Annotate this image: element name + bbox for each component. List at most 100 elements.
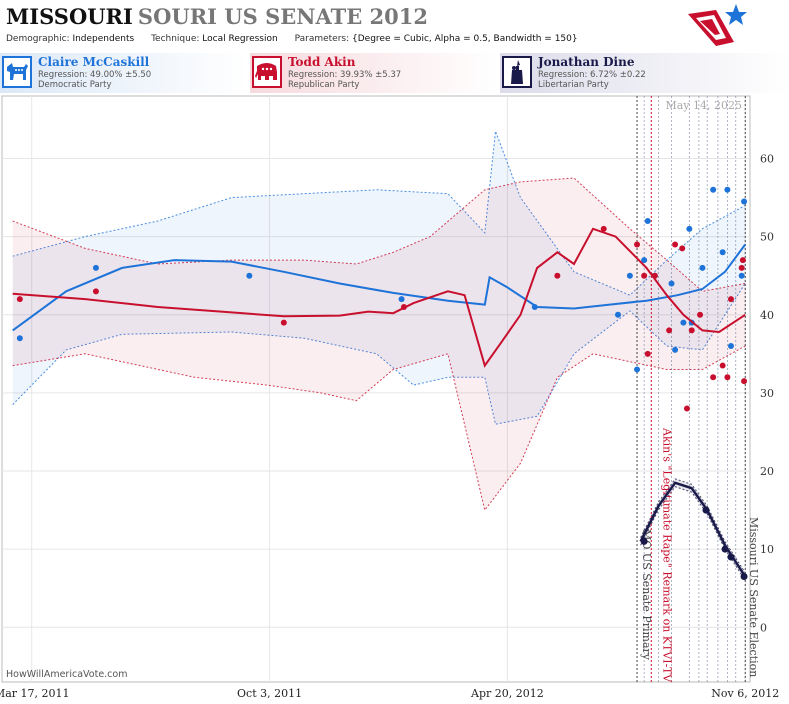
poll-point	[672, 346, 679, 353]
liberty-torch-icon	[502, 56, 532, 88]
plot-area	[1, 95, 751, 683]
date-stamp: May 14, 2025	[665, 99, 742, 112]
poll-point	[651, 272, 658, 279]
technique-label: Technique:	[151, 34, 200, 44]
legend-background	[0, 53, 789, 93]
candidate-regression: Regression: 39.93% ±5.37	[288, 70, 402, 80]
poll-point	[702, 506, 710, 514]
poll-point	[672, 241, 679, 248]
poll-point	[16, 296, 23, 303]
poll-point	[626, 272, 633, 279]
trend-line	[639, 481, 747, 578]
poll-point	[686, 225, 693, 232]
poll-point	[644, 218, 651, 225]
y-tick-label: 10	[760, 543, 774, 556]
event-label: Akin's "Legitimate Rape" Remark on KTVI-…	[660, 427, 673, 683]
poll-point	[697, 311, 704, 318]
candidate-name: Todd Akin	[288, 55, 356, 69]
poll-point	[640, 537, 648, 545]
poll-point	[740, 573, 748, 581]
poll-point	[724, 374, 731, 381]
confidence-upper-line	[12, 131, 746, 296]
confidence-lower-line	[640, 486, 746, 581]
site-logo-icon	[688, 4, 747, 46]
candidate-party: Libertarian Party	[538, 80, 609, 90]
candidate-regression: Regression: 6.72% ±0.22	[538, 70, 646, 80]
trend-line	[12, 227, 746, 368]
poll-point	[710, 186, 717, 193]
poll-point	[727, 296, 734, 303]
poll-point	[741, 198, 748, 205]
chart-title: MISSOURI SOURI US SENATE 2012	[6, 4, 428, 32]
confidence-upper-line	[640, 478, 746, 573]
poll-point	[666, 327, 673, 334]
demographic-label: Demographic:	[6, 34, 70, 44]
poll-point	[741, 378, 748, 385]
poll-point	[554, 272, 561, 279]
poll-point	[727, 553, 735, 561]
y-tick-label: 50	[760, 231, 774, 244]
parameters-line: Demographic: Independents Technique: Loc…	[6, 34, 592, 44]
poll-point	[644, 350, 651, 357]
title-race: SOURI US SENATE 2012	[137, 4, 428, 29]
confidence-band	[12, 178, 746, 511]
parameters-value: {Degree = Cubic, Alpha = 0.5, Bandwidth …	[352, 34, 578, 44]
poll-point	[683, 405, 690, 412]
title-state: MISSOURI	[6, 4, 133, 29]
poll-point	[699, 264, 706, 271]
candidate-card-mccaskill[interactable]: Claire McCaskill Regression: 49.00% ±5.5…	[0, 53, 248, 93]
event-label: Missouri US Senate Election	[747, 517, 760, 677]
poll-point	[719, 249, 726, 256]
technique-value: Local Regression	[202, 34, 278, 44]
confidence-lower-line	[12, 345, 746, 512]
demographic-value: Independents	[72, 34, 135, 44]
poll-point	[679, 245, 686, 252]
poll-point	[634, 366, 641, 373]
candidate-name: Claire McCaskill	[38, 55, 150, 69]
poll-point	[398, 296, 405, 303]
poll-point	[739, 257, 746, 264]
poll-point	[688, 327, 695, 334]
y-tick-label: 20	[760, 465, 774, 478]
poll-point	[634, 241, 641, 248]
y-tick-label: 40	[760, 309, 774, 322]
poll-point	[246, 272, 253, 279]
poll-point	[724, 186, 731, 193]
candidate-name: Jonathan Dine	[538, 55, 635, 69]
x-tick-label: Mar 17, 2011	[0, 687, 70, 700]
elephant-icon	[252, 56, 282, 88]
trend-line	[12, 243, 747, 332]
parameters-label: Parameters:	[294, 34, 350, 44]
candidate-legend: Claire McCaskill Regression: 49.00% ±5.5…	[0, 53, 789, 93]
candidate-party: Republican Party	[288, 80, 360, 90]
poll-point	[727, 343, 734, 350]
candidate-party: Democratic Party	[38, 80, 112, 90]
poll-point	[641, 257, 648, 264]
poll-point	[16, 335, 23, 342]
poll-point	[710, 374, 717, 381]
poll-point	[280, 319, 287, 326]
poll-point	[738, 272, 745, 279]
y-tick-label: 60	[760, 153, 774, 166]
x-tick-label: Apr 20, 2012	[470, 687, 544, 700]
y-tick-label: 0	[760, 621, 767, 634]
candidate-card-akin[interactable]: Todd Akin Regression: 39.93% ±5.37 Repub…	[250, 53, 498, 93]
poll-point	[400, 303, 407, 310]
candidate-card-dine[interactable]: Jonathan Dine Regression: 6.72% ±0.22 Li…	[500, 53, 789, 93]
x-tick-label: Nov 6, 2012	[711, 687, 779, 700]
event-label: MO US Senate Primary	[640, 529, 653, 661]
poll-point	[738, 264, 745, 271]
confidence-lower-line	[12, 283, 746, 425]
candidate-regression: Regression: 49.00% ±5.50	[38, 70, 152, 80]
confidence-band	[12, 131, 746, 425]
confidence-upper-line	[12, 177, 746, 292]
y-tick-label: 30	[760, 387, 774, 400]
site-credit: HowWillAmericaVote.com	[6, 669, 128, 680]
poll-point	[531, 303, 538, 310]
poll-point	[600, 225, 607, 232]
poll-point	[721, 545, 729, 553]
poll-point	[92, 288, 99, 295]
donkey-icon	[2, 56, 32, 88]
x-tick-label: Oct 3, 2011	[237, 687, 302, 700]
